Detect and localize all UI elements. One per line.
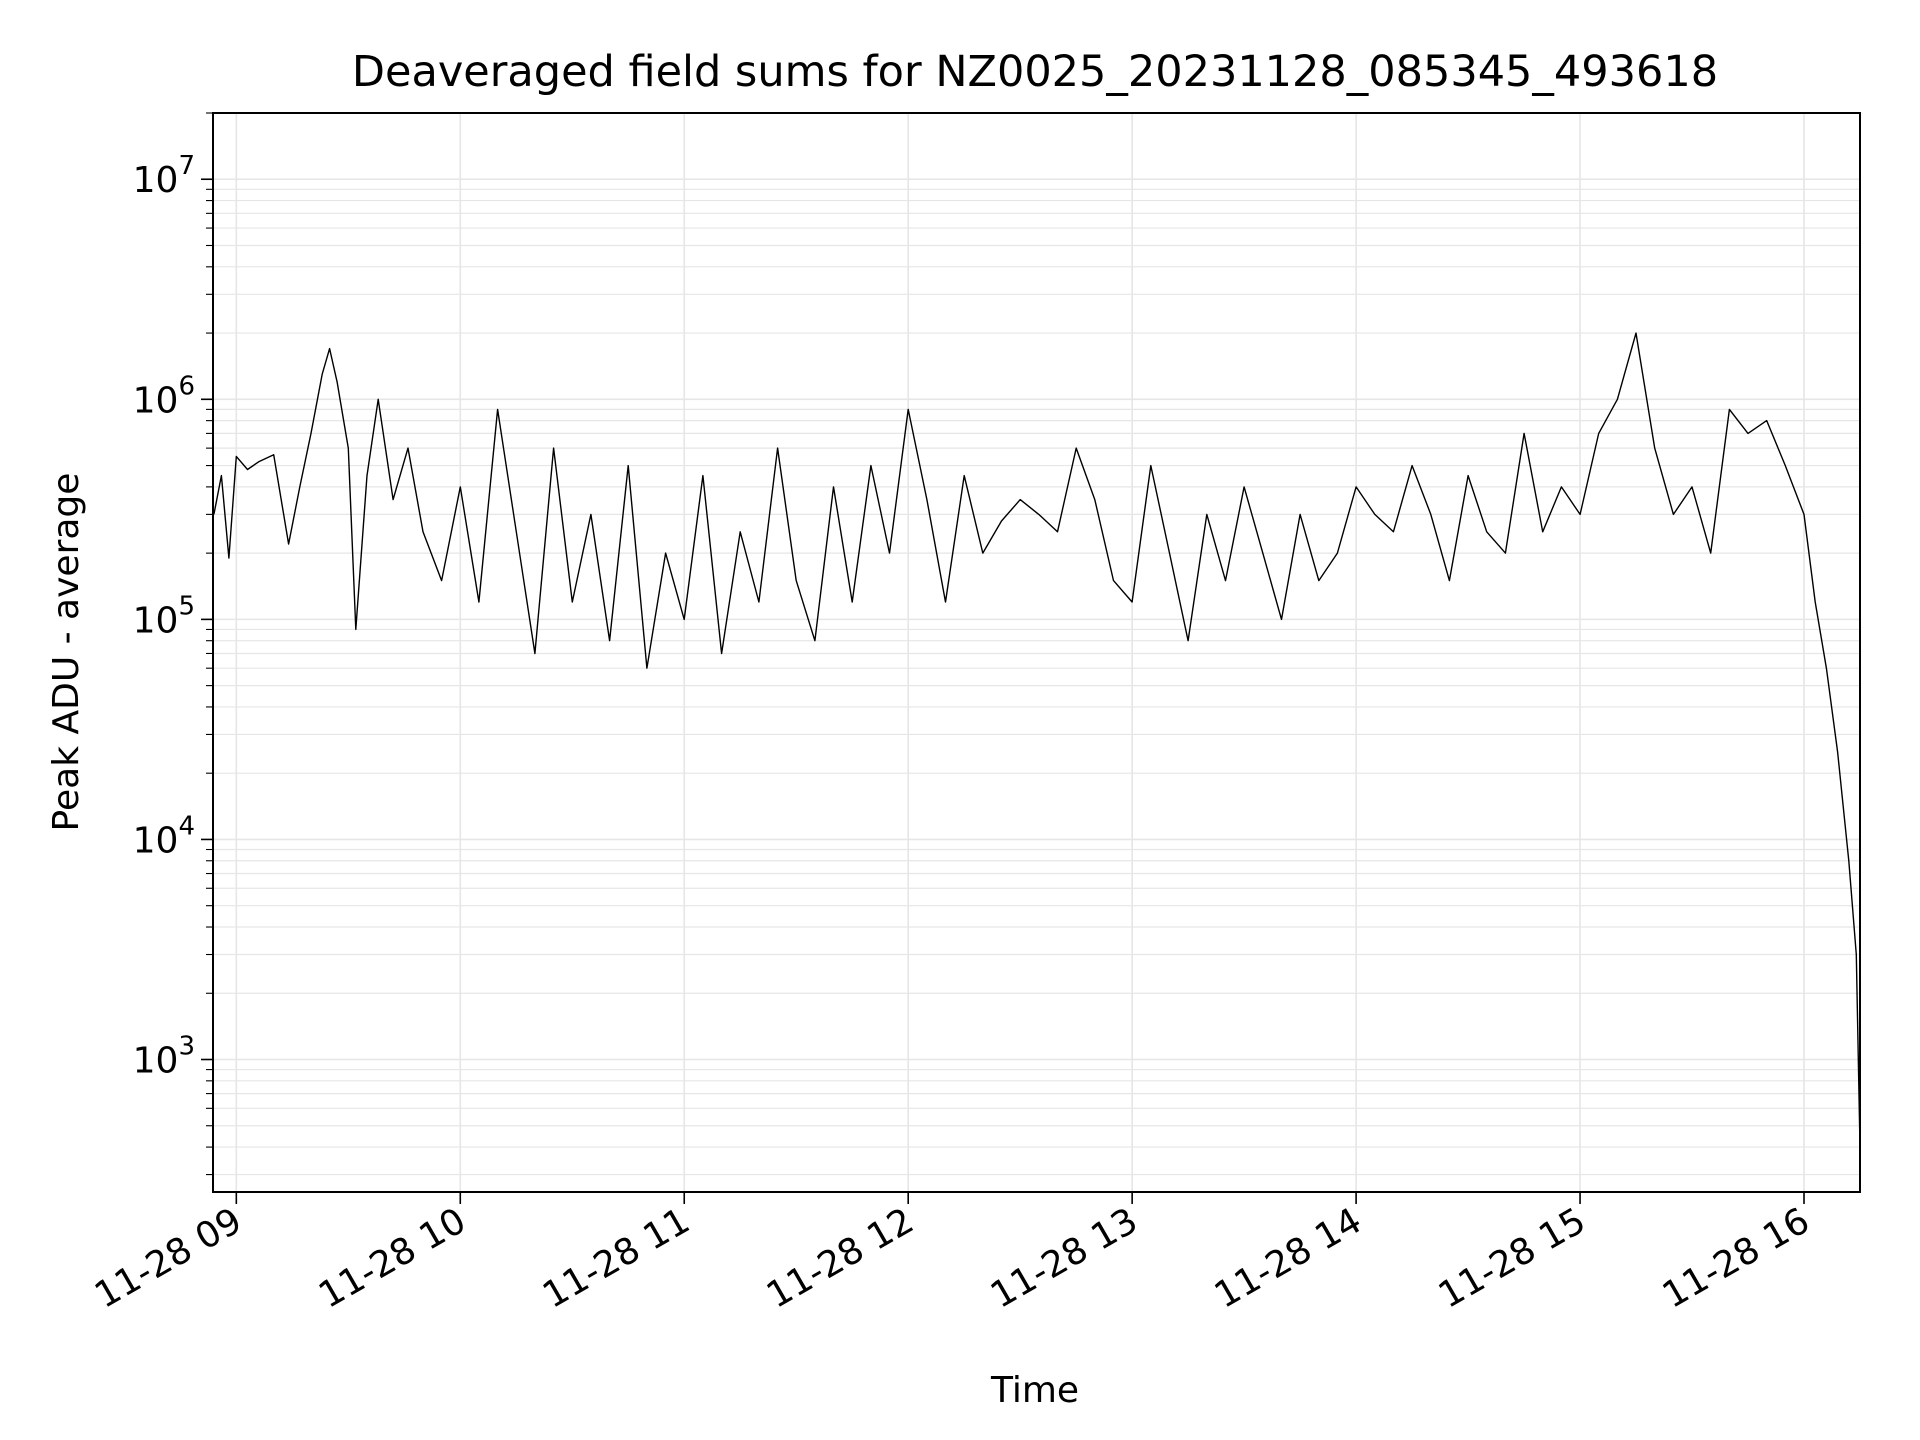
y-axis: 103 104 105 106 107 bbox=[133, 112, 213, 1176]
y-tick-label: 107 bbox=[133, 151, 195, 201]
grid bbox=[213, 112, 1860, 1192]
y-tick-label: 106 bbox=[133, 371, 195, 421]
chart-title: Deaveraged field sums for NZ0025_2023112… bbox=[352, 47, 1718, 97]
y-tick-label: 103 bbox=[133, 1032, 195, 1082]
x-axis-label: Time bbox=[990, 1370, 1079, 1411]
y-tick-label: 104 bbox=[133, 811, 195, 861]
y-tick-label: 105 bbox=[133, 591, 195, 641]
plot-frame bbox=[212, 112, 1861, 1193]
series-line bbox=[213, 332, 1861, 1148]
y-axis-label: Peak ADU - average bbox=[46, 473, 87, 832]
series-layer bbox=[213, 332, 1861, 1148]
